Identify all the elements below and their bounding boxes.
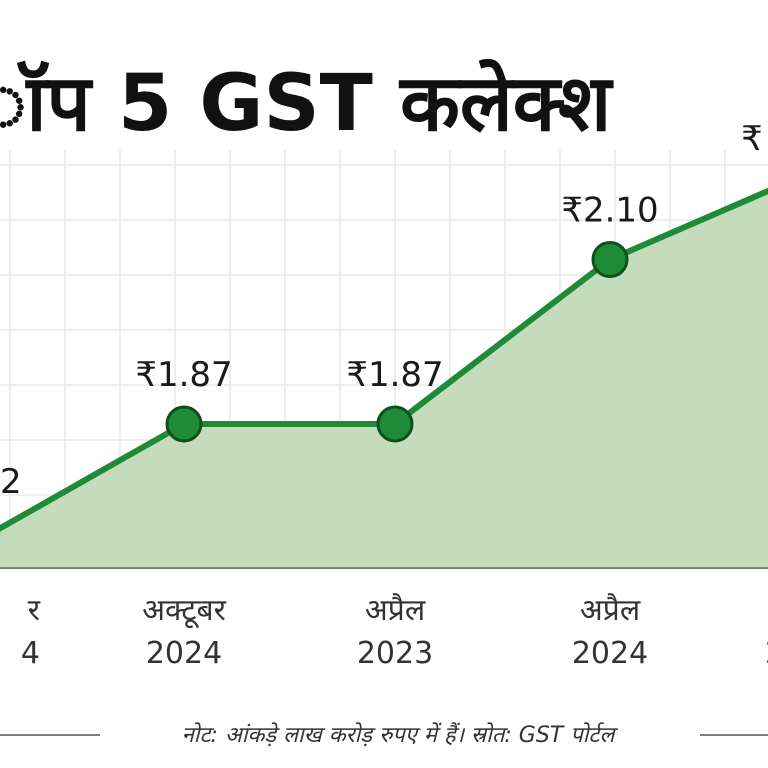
footnote-layer: नोट: आंकड़े लाख करोड़ रुपए में हैं। स्रो…	[0, 722, 768, 748]
area-fill	[0, 191, 768, 568]
x-tick-label: अप्रैल	[365, 593, 426, 628]
value-label: 2	[0, 462, 22, 502]
data-point	[376, 405, 414, 443]
value-label: ₹	[741, 119, 763, 159]
x-tick-label: अक्टूबर	[142, 593, 227, 629]
footnote: नोट: आंकड़े लाख करोड़ रुपए में हैं। स्रो…	[182, 722, 619, 748]
data-point	[165, 405, 203, 443]
value-label: ₹1.87	[135, 355, 232, 395]
x-tick-label: 4	[21, 636, 40, 671]
marks-layer: 2 ₹1.87 ₹1.87 ₹2.10 ₹	[0, 119, 763, 502]
x-tick-label: 2024	[572, 636, 648, 671]
data-point	[591, 241, 629, 278]
chart-title: ॉप 5 GST कलेक्श	[0, 58, 614, 149]
value-label: ₹2.10	[561, 191, 658, 231]
x-tick-label: 2024	[146, 636, 222, 671]
ticks-layer: र 4 अक्टूबर 2024 अप्रैल 2023 अप्रैल 2024 2	[21, 593, 768, 671]
x-tick-label: र	[28, 593, 41, 628]
x-tick-label: 2	[765, 636, 768, 671]
x-tick-label: 2023	[357, 636, 433, 671]
value-label: ₹1.87	[346, 355, 443, 395]
x-tick-label: अप्रैल	[580, 593, 641, 628]
